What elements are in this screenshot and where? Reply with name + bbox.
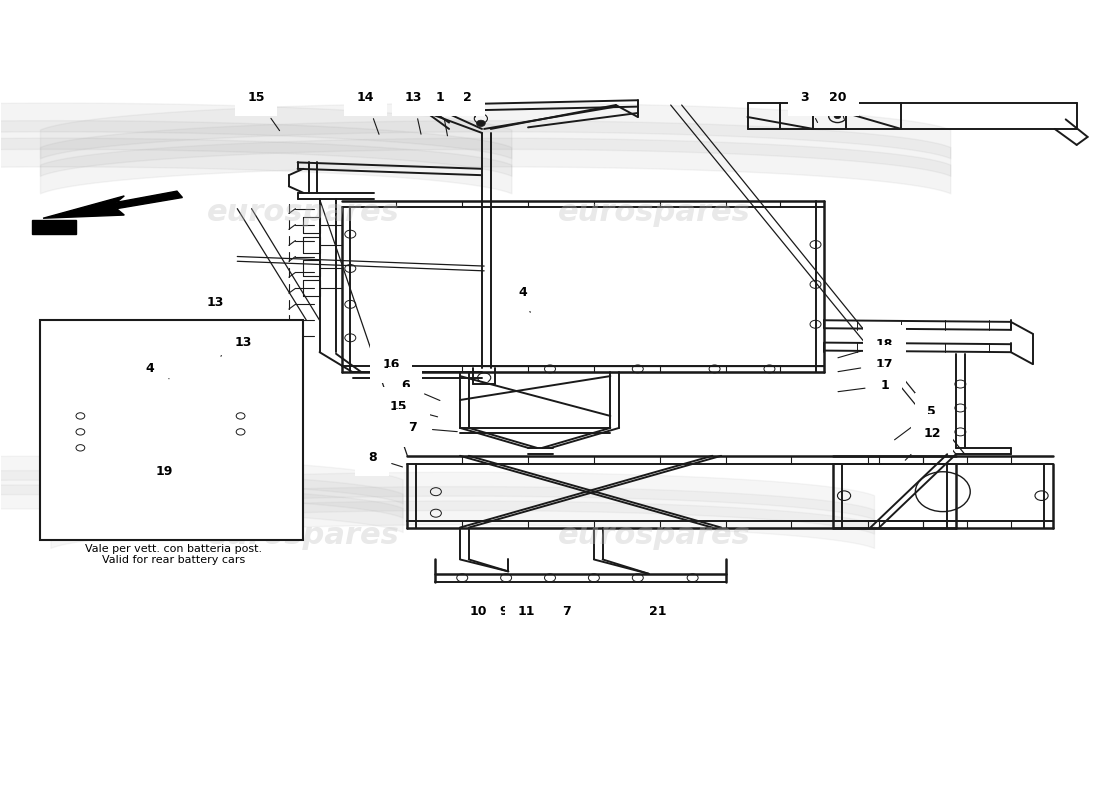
- Text: 20: 20: [828, 90, 846, 118]
- Text: 7: 7: [408, 422, 458, 434]
- Text: 19: 19: [165, 379, 188, 407]
- Text: 16: 16: [382, 358, 416, 381]
- Text: 13: 13: [404, 90, 421, 134]
- Text: 8: 8: [367, 451, 403, 467]
- Circle shape: [476, 120, 485, 126]
- Text: Vale per vett. con batteria post.: Vale per vett. con batteria post.: [85, 543, 262, 554]
- Text: 19: 19: [155, 459, 175, 478]
- Text: 18: 18: [838, 338, 893, 358]
- Text: 21: 21: [648, 595, 667, 618]
- Text: 15: 15: [248, 90, 279, 130]
- Text: eurospares: eurospares: [207, 198, 399, 227]
- Text: 2: 2: [463, 90, 475, 117]
- Polygon shape: [32, 220, 76, 234]
- Text: 15: 15: [389, 400, 438, 417]
- Text: 1: 1: [838, 379, 889, 392]
- Text: 7: 7: [560, 595, 571, 618]
- Text: 5: 5: [894, 406, 936, 440]
- Text: 4: 4: [145, 362, 169, 378]
- Text: 4: 4: [518, 286, 530, 312]
- Text: eurospares: eurospares: [207, 521, 399, 550]
- Text: 9: 9: [499, 596, 508, 618]
- Text: 3: 3: [800, 90, 817, 122]
- Circle shape: [834, 114, 840, 118]
- Text: Valid for rear battery cars: Valid for rear battery cars: [102, 555, 245, 566]
- Text: 1: 1: [436, 90, 448, 136]
- Text: 11: 11: [517, 596, 535, 618]
- Text: 13: 13: [221, 336, 252, 356]
- Text: 12: 12: [905, 427, 940, 460]
- Circle shape: [481, 378, 487, 382]
- Text: 6: 6: [400, 379, 440, 401]
- Text: eurospares: eurospares: [558, 521, 750, 550]
- Text: eurospares: eurospares: [558, 198, 750, 227]
- Text: 4: 4: [156, 323, 168, 350]
- Text: 13: 13: [188, 296, 224, 325]
- Polygon shape: [43, 191, 183, 218]
- Bar: [40, 320, 304, 539]
- Text: 14: 14: [356, 90, 380, 134]
- Text: 10: 10: [470, 595, 492, 618]
- Text: 17: 17: [838, 358, 893, 372]
